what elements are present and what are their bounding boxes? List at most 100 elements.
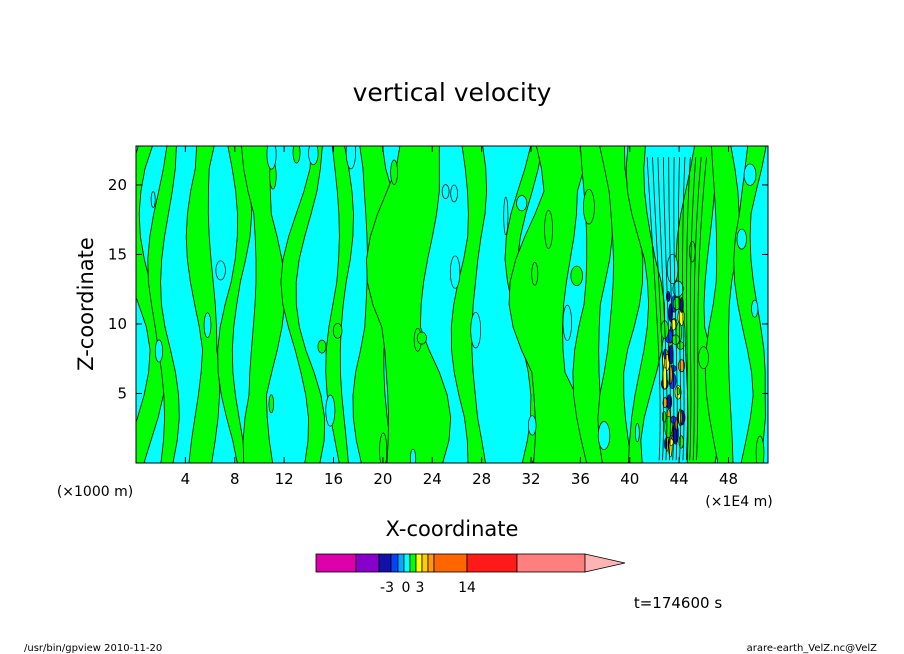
contour-blob <box>736 228 747 250</box>
colorbar-tick-label: 0 <box>402 580 411 596</box>
contour-blob <box>390 159 398 185</box>
contour-line <box>682 157 686 461</box>
updraft-cell <box>679 297 684 313</box>
contour-blob <box>450 184 458 203</box>
positive-contour-band <box>450 146 488 463</box>
contour-blob <box>689 240 696 263</box>
contour-blob <box>583 189 595 225</box>
contour-blob <box>379 432 388 463</box>
contour-line <box>662 157 671 461</box>
y-tick-label: 20 <box>108 176 127 194</box>
contour-line <box>652 157 664 461</box>
x-tick-label: 16 <box>324 470 343 488</box>
contour-blob <box>449 255 461 289</box>
updraft-cell <box>666 394 673 410</box>
contour-blob <box>570 265 583 287</box>
x-tick-label: 8 <box>230 470 240 488</box>
plot-frame <box>135 145 769 464</box>
positive-contour-band <box>325 146 354 463</box>
y-tick-label: 10 <box>108 315 127 333</box>
colorbar <box>315 553 626 573</box>
x-tick-label: 36 <box>571 470 590 488</box>
positive-contour-band <box>572 146 613 463</box>
y-axis-ticks: 5 10 15 20 <box>108 176 768 402</box>
x-tick-label: 28 <box>472 470 491 488</box>
footer-right: arare-earth_VelZ.nc@VelZ <box>747 643 878 654</box>
colorbar-segment <box>427 553 435 573</box>
contour-blob <box>634 423 640 443</box>
positive-contour-band <box>366 146 452 463</box>
x-axis-label: X-coordinate <box>386 517 519 541</box>
y-axis-label: Z-coordinate <box>74 237 98 371</box>
contour-field <box>136 146 768 463</box>
contour-line <box>677 157 682 461</box>
x-tick-label: 4 <box>181 470 191 488</box>
contour-line <box>668 157 675 461</box>
y-tick-label: 5 <box>117 384 127 402</box>
contour-blob <box>562 304 572 341</box>
colorbar-tick-label: 3 <box>416 580 425 596</box>
colorbar-segment <box>355 553 380 573</box>
positive-contour-band <box>597 146 644 463</box>
x-tick-label: 32 <box>521 470 540 488</box>
x-axis-ticks: 4 8 12 16 20 24 28 32 36 40 44 48 <box>181 146 738 488</box>
updraft-cell <box>676 387 680 396</box>
colorbar-segment <box>415 553 423 573</box>
y-tick-label: 15 <box>108 245 127 263</box>
x-tick-label: 40 <box>620 470 639 488</box>
contour-blob <box>332 323 343 339</box>
contour-bands <box>136 146 767 463</box>
contour-blob <box>503 196 509 236</box>
colorbar-tick-label: 14 <box>458 580 476 596</box>
contour-blob <box>743 163 757 186</box>
contour-line <box>692 157 702 461</box>
contour-line <box>685 157 691 461</box>
contour-blob <box>531 261 539 286</box>
positive-contour-band <box>280 146 326 463</box>
contour-blob <box>345 146 356 170</box>
contour-blob <box>441 184 450 199</box>
colorbar-segment <box>466 553 518 573</box>
footer-left: /usr/bin/gpview 2010-11-20 <box>24 643 162 654</box>
x-tick-label: 48 <box>719 470 738 488</box>
contour-blob <box>666 253 679 285</box>
contour-blob <box>470 311 482 349</box>
positive-contour-band <box>733 146 767 463</box>
contour-line <box>696 157 707 461</box>
contour-blob <box>292 146 301 164</box>
x-tick-label: 24 <box>423 470 442 488</box>
positive-contour-band <box>241 146 286 463</box>
x-unit-right: (×1E4 m) <box>705 494 772 510</box>
colorbar-segment <box>421 553 429 573</box>
contour-blob <box>317 339 327 354</box>
contour-blob <box>203 312 212 338</box>
colorbar-arrow <box>584 553 626 573</box>
contour-blob <box>215 260 226 281</box>
contour-blob <box>597 421 611 450</box>
x-tick-label: 44 <box>670 470 689 488</box>
chart-title: vertical velocity <box>353 78 552 107</box>
contour-blob <box>527 415 537 436</box>
contour-blob <box>308 146 319 166</box>
colorbar-segment <box>378 553 392 573</box>
colorbar-segment <box>315 553 357 573</box>
contour-blob <box>755 435 765 463</box>
contour-blob <box>416 331 427 345</box>
positive-contour-band <box>508 146 591 463</box>
colorbar-tick-label: -3 <box>380 580 394 596</box>
positive-contour-band <box>625 146 666 463</box>
contour-line <box>646 157 661 461</box>
colorbar-tick-labels: -3 0 3 14 <box>380 580 476 596</box>
contour-line <box>673 157 678 461</box>
colorbar-segment <box>516 553 586 573</box>
positive-contour-band <box>217 146 253 463</box>
contour-blob <box>150 191 156 208</box>
colorbar-segment <box>433 553 468 573</box>
contour-blob <box>266 146 277 170</box>
updraft-core <box>646 157 707 461</box>
x-unit-left: (×1000 m) <box>57 484 133 500</box>
contour-blob <box>698 346 709 370</box>
colorbar-segment <box>390 553 399 573</box>
updraft-cell <box>678 435 684 449</box>
